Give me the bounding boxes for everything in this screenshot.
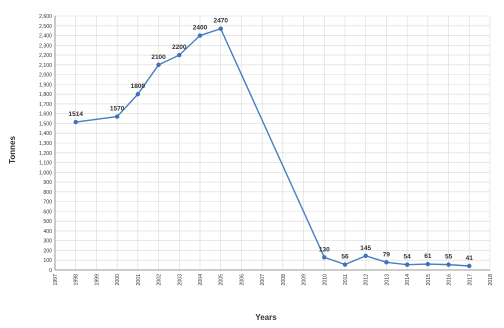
data-point — [114, 114, 120, 119]
data-label: 130 — [319, 246, 330, 253]
y-tick-label: 1,200 — [39, 151, 52, 157]
data-point — [322, 255, 327, 260]
data-label: 54 — [404, 254, 412, 261]
x-tick-label: 2016 — [447, 274, 453, 286]
y-tick-label: 1,800 — [39, 92, 52, 98]
data-point — [384, 260, 389, 265]
x-tick-label: 2010 — [322, 274, 328, 286]
x-tick-label: 2005 — [219, 274, 225, 286]
x-tick-label: 2004 — [198, 274, 204, 286]
y-tick-label: 0 — [49, 268, 52, 274]
y-tick-label: 300 — [43, 239, 52, 245]
x-tick-label: 2008 — [281, 274, 287, 286]
x-tick-label: 2003 — [177, 274, 183, 286]
y-tick-label: 200 — [43, 248, 52, 254]
x-tick-label: 2001 — [136, 274, 142, 286]
data-point — [135, 91, 141, 97]
y-tick-label: 1,400 — [39, 131, 52, 137]
y-tick-label: 600 — [43, 209, 52, 215]
y-tick-label: 900 — [43, 180, 52, 186]
y-tick-label: 1,900 — [39, 82, 52, 88]
x-tick-label: 2018 — [488, 274, 494, 286]
y-tick-label: 2,100 — [39, 63, 52, 69]
y-tick-label: 500 — [43, 219, 52, 225]
data-point — [404, 262, 410, 267]
data-point — [425, 261, 431, 267]
x-tick-label: 2014 — [405, 274, 411, 286]
data-point — [73, 119, 78, 125]
y-tick-label: 1,300 — [39, 141, 52, 147]
x-tick-label: 2002 — [157, 274, 163, 286]
x-axis-title: Years — [255, 313, 277, 322]
y-tick-label: 2,600 — [39, 14, 52, 20]
data-point — [218, 26, 223, 31]
x-tick-label: 2011 — [343, 274, 349, 285]
data-label: 61 — [424, 253, 432, 260]
y-tick-label: 700 — [43, 200, 52, 206]
x-tick-label: 2015 — [426, 274, 432, 286]
y-tick-label: 400 — [43, 229, 52, 235]
data-label: 2470 — [213, 18, 228, 25]
data-point — [177, 52, 182, 58]
data-label: 41 — [466, 255, 474, 262]
data-point — [446, 262, 451, 267]
data-point — [197, 33, 203, 38]
data-point — [342, 262, 348, 267]
data-label: 79 — [383, 251, 391, 258]
data-label: 55 — [445, 254, 453, 261]
data-label: 2100 — [151, 54, 166, 61]
x-tick-label: 1999 — [94, 274, 100, 286]
y-tick-label: 1,500 — [39, 121, 52, 127]
y-tick-label: 1,700 — [39, 102, 52, 108]
data-label: 1800 — [131, 83, 146, 90]
data-point — [363, 253, 368, 259]
y-axis-title: Tonnes — [8, 136, 17, 164]
y-tick-label: 2,200 — [39, 53, 52, 59]
x-tick-label: 2012 — [364, 274, 370, 286]
y-tick-label: 1,600 — [39, 112, 52, 118]
x-tick-label: 2009 — [302, 274, 308, 286]
series-line — [75, 27, 470, 267]
series — [73, 26, 472, 269]
x-tick-label: 2000 — [115, 274, 121, 286]
data-label: 1570 — [110, 106, 125, 113]
x-tick-label: 1997 — [53, 274, 59, 286]
x-tick-label: 2017 — [467, 274, 473, 286]
x-tick-label: 1998 — [74, 274, 80, 286]
data-label: 2400 — [193, 25, 208, 32]
data-label: 56 — [341, 254, 349, 261]
x-tick-label: 2007 — [260, 274, 266, 286]
data-label: 1514 — [68, 111, 83, 118]
data-label: 145 — [360, 245, 371, 252]
y-tick-label: 1,000 — [39, 170, 52, 176]
y-tick-label: 2,300 — [39, 43, 52, 49]
data-labels: 1514 1570 1800 2100 2200 2400 2470 130 56 145 79 54… — [68, 18, 473, 262]
y-tick-label: 2,400 — [39, 34, 52, 40]
x-tick-label: 2013 — [384, 274, 390, 286]
x-tick-label: 2006 — [239, 274, 245, 286]
y-tick-label: 2,000 — [39, 73, 52, 79]
y-tick-label: 2,500 — [39, 24, 52, 30]
data-point — [467, 263, 472, 269]
data-point — [156, 62, 161, 68]
y-tick-label: 800 — [43, 190, 52, 196]
axes: 0 100 200 300 400 500 600 700 800 900 1,000 1,100 1,… — [39, 14, 494, 286]
y-tick-label: 100 — [43, 258, 52, 264]
data-label: 2200 — [172, 44, 187, 51]
y-tick-label: 1,100 — [39, 161, 52, 167]
